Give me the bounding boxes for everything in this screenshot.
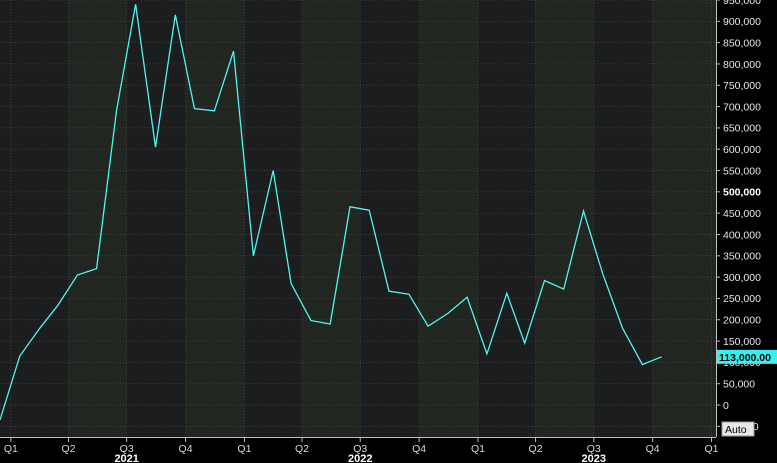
period-band (302, 0, 361, 437)
period-band (535, 0, 594, 437)
x-tick-label: Q4 (412, 443, 426, 455)
last-value-tag: 113,000.00 (717, 349, 777, 364)
auto-scale-label[interactable]: Auto (725, 424, 747, 436)
gridlines (0, 0, 716, 437)
x-tick-label: Q2 (61, 443, 75, 455)
x-tick-label: Q3 (353, 443, 367, 455)
y-tick-label: 250,000 (723, 293, 761, 305)
y-tick-label: 850,000 (723, 37, 761, 49)
x-tick-label: Q1 (705, 443, 719, 455)
series-line (0, 4, 662, 421)
y-tick-label: 50,000 (723, 379, 755, 391)
x-tick-label: Q3 (587, 443, 601, 455)
x-year-label: 2021 (114, 453, 138, 463)
period-band (419, 0, 478, 437)
y-tick-label: 900,000 (723, 16, 761, 28)
auto-scale-button-bg[interactable] (721, 421, 755, 437)
y-tick-label: 700,000 (723, 101, 761, 113)
x-year-label: 2023 (582, 453, 606, 463)
y-tick-label: 300,000 (723, 272, 761, 284)
y-tick-label: 450,000 (723, 208, 761, 220)
y-tick-label: 600,000 (723, 144, 761, 156)
y-tick-label: 950,000 (723, 0, 761, 7)
x-tick-label: Q4 (179, 443, 193, 455)
y-axis-ticks: 950,000 900,000 850,000 800,000 750,000 700,0… (716, 0, 761, 433)
auto-scale-button[interactable]: Auto (721, 421, 755, 437)
y-tick-label: 350,000 (723, 251, 761, 263)
x-tick-label: Q2 (529, 443, 543, 455)
period-band (711, 0, 716, 437)
x-tick-label: Q3 (120, 443, 134, 455)
x-tick-label: Q2 (295, 443, 309, 455)
series-group (0, 4, 662, 421)
axis-frame (0, 0, 717, 438)
y-tick-label: 750,000 (723, 80, 761, 92)
y-tick-label: 150,000 (723, 336, 761, 348)
y-tick-label: 500,000 (723, 187, 761, 199)
period-band (68, 0, 127, 437)
x-year-label: 2022 (348, 453, 372, 463)
y-tick-label: 200,000 (723, 315, 761, 327)
x-tick-label: Q1 (237, 443, 251, 455)
period-band (652, 0, 712, 437)
x-tick-label: Q1 (4, 443, 18, 455)
y-tick-label: 650,000 (723, 123, 761, 135)
y-tick-label: 800,000 (723, 59, 761, 71)
y-tick-label: 400,000 (723, 229, 761, 241)
last-value-tag-bg (717, 349, 777, 364)
x-tick-label: Q1 (471, 443, 485, 455)
x-axis-ticks: Q1 Q2 Q3 Q4 Q1 Q2 Q3 Q4 Q1 Q2 Q3 Q4 Q1 2021 2022 2023 (4, 437, 719, 463)
y-tick-label: 550,000 (723, 165, 761, 177)
last-value-label: 113,000.00 (719, 352, 771, 364)
period-band (185, 0, 245, 437)
x-tick-label: Q4 (646, 443, 660, 455)
y-tick-label: 0 (723, 400, 729, 412)
